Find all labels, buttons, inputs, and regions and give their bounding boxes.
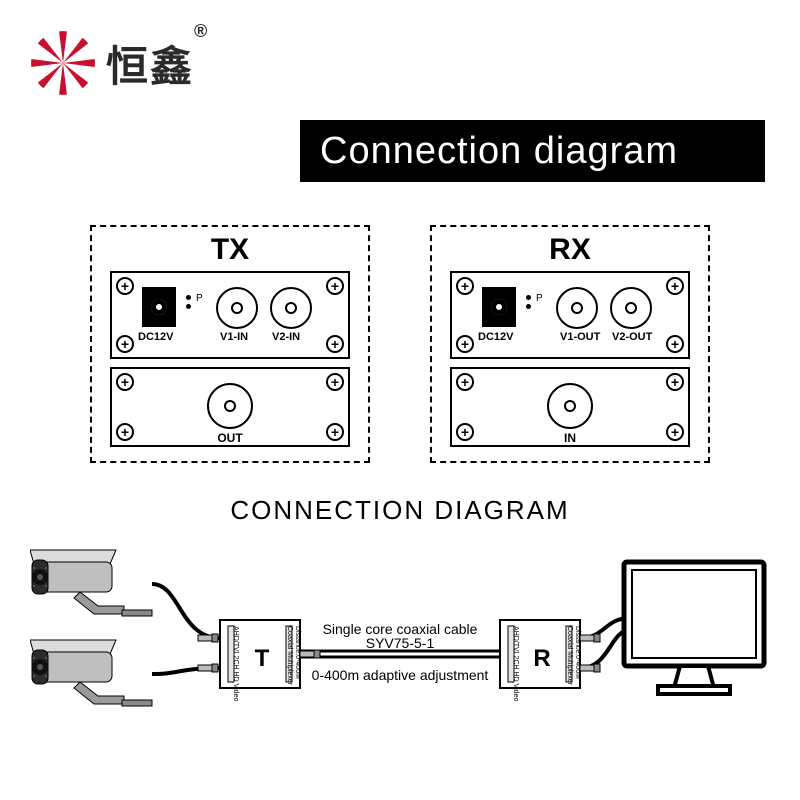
dc-label: DC12V — [138, 331, 173, 343]
connection-diagram-title: CONNECTION DIAGRAM — [30, 495, 770, 526]
cable-label-2: SYV75-5-1 — [366, 635, 435, 651]
rx-box-letter: R — [533, 645, 550, 672]
svg-text:Coaxial Multiplexer: Coaxial Multiplexer — [566, 626, 573, 686]
screw-icon — [116, 373, 134, 391]
screw-icon — [326, 423, 344, 441]
bnc-port-icon — [610, 287, 652, 329]
connection-diagram: CONNECTION DIAGRAM — [30, 495, 770, 755]
tx-top-panel: DC12V P V1-IN V2-IN — [110, 271, 350, 359]
led-label: P — [196, 293, 203, 304]
screw-icon — [456, 277, 474, 295]
cable-label-3: 0-400m adaptive adjustment — [312, 667, 489, 683]
screw-icon — [326, 277, 344, 295]
dc-jack-icon — [482, 287, 516, 327]
rx-device: RX DC12V P V1-OUT V2-OUT IN — [430, 225, 710, 463]
rx-port2-label: V2-OUT — [612, 331, 652, 343]
bnc-port-icon — [207, 383, 253, 429]
camera-icon — [30, 550, 152, 616]
svg-text:Coaxial Multiplexer: Coaxial Multiplexer — [286, 626, 293, 686]
screw-icon — [666, 423, 684, 441]
tx-port1-label: V1-IN — [220, 331, 248, 343]
svg-text:AHD/TVI 2CH HD Video: AHD/TVI 2CH HD Video — [512, 626, 519, 701]
led-dots-icon — [186, 295, 191, 309]
led-dots-icon — [526, 295, 531, 309]
screw-icon — [116, 423, 134, 441]
camera-icon — [30, 640, 152, 706]
rx-label: RX — [450, 233, 690, 267]
rx-in-label: IN — [564, 431, 576, 445]
screw-icon — [116, 277, 134, 295]
tx-out-label: OUT — [217, 431, 242, 445]
led-label: P — [536, 293, 543, 304]
screw-icon — [116, 335, 134, 353]
screw-icon — [666, 335, 684, 353]
bnc-port-icon — [270, 287, 312, 329]
brand-name: 恒鑫® — [106, 33, 209, 94]
tx-port2-label: V2-IN — [272, 331, 300, 343]
screw-icon — [456, 335, 474, 353]
screw-icon — [326, 335, 344, 353]
svg-text:AHD/TVI 2CH HD Video: AHD/TVI 2CH HD Video — [232, 626, 239, 701]
screw-icon — [326, 373, 344, 391]
screw-icon — [666, 373, 684, 391]
bnc-port-icon — [216, 287, 258, 329]
brand-logo: 恒鑫® — [30, 30, 209, 96]
rx-port1-label: V1-OUT — [560, 331, 600, 343]
tx-device: TX DC12V P V1-IN V2-IN OUT — [90, 225, 370, 463]
monitor-icon — [624, 562, 764, 694]
section-title: Connection diagram — [300, 120, 765, 182]
connection-diagram-svg: T AHD/TVI 2CH HD Video Coaxial Multiplex… — [30, 534, 770, 754]
screw-icon — [456, 373, 474, 391]
screw-icon — [456, 423, 474, 441]
device-row: TX DC12V P V1-IN V2-IN OUT RX — [0, 225, 800, 463]
fan-logo-icon — [30, 30, 96, 96]
tx-box-letter: T — [255, 645, 270, 672]
dc-jack-icon — [142, 287, 176, 327]
dc-label: DC12V — [478, 331, 513, 343]
tx-label: TX — [110, 233, 350, 267]
screw-icon — [666, 277, 684, 295]
bnc-port-icon — [547, 383, 593, 429]
rx-bottom-panel: IN — [450, 367, 690, 447]
rx-top-panel: DC12V P V1-OUT V2-OUT — [450, 271, 690, 359]
bnc-port-icon — [556, 287, 598, 329]
tx-bottom-panel: OUT — [110, 367, 350, 447]
